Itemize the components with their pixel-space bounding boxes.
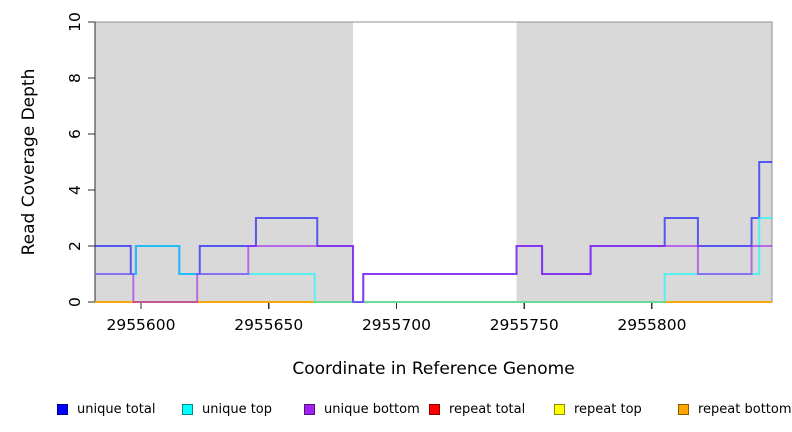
y-axis-tick-label: 4 [66, 185, 84, 195]
y-axis-tick-label: 2 [66, 241, 84, 251]
y-axis-tick-label: 0 [66, 297, 84, 307]
plot-background-band [516, 22, 772, 302]
y-axis-tick-label: 10 [66, 12, 84, 32]
y-axis-tick-label: 8 [66, 73, 84, 83]
series-line-unique-bottom [95, 245, 772, 303]
x-axis-tick-label: 2955700 [362, 316, 431, 334]
series-line-unique-top [95, 217, 772, 303]
x-axis-tick-label: 2955750 [490, 316, 559, 334]
x-axis-tick-label: 2955650 [234, 316, 303, 334]
x-axis-tick-label: 2955600 [106, 316, 175, 334]
plot-background-band [95, 22, 354, 302]
y-axis-title: Read Coverage Depth [19, 68, 39, 256]
y-axis-tick-label: 6 [66, 129, 84, 139]
x-axis-title: Coordinate in Reference Genome [292, 359, 575, 379]
x-axis-tick-label: 2955800 [617, 316, 686, 334]
